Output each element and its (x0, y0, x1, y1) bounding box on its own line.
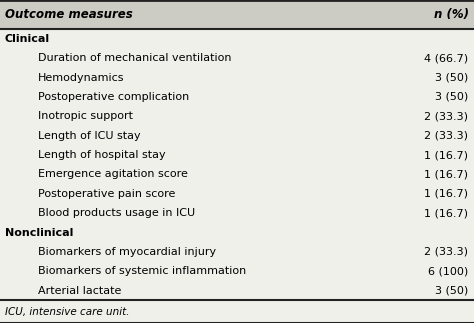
Text: 3 (50): 3 (50) (435, 286, 468, 296)
Text: 2 (33.3): 2 (33.3) (424, 111, 468, 121)
Text: Blood products usage in ICU: Blood products usage in ICU (38, 208, 195, 218)
Text: Clinical: Clinical (5, 34, 50, 44)
Text: 1 (16.7): 1 (16.7) (424, 189, 468, 199)
Text: Length of ICU stay: Length of ICU stay (38, 131, 141, 141)
Text: 4 (66.7): 4 (66.7) (424, 53, 468, 63)
Text: Duration of mechanical ventilation: Duration of mechanical ventilation (38, 53, 231, 63)
Text: 3 (50): 3 (50) (435, 92, 468, 102)
Text: 3 (50): 3 (50) (435, 73, 468, 82)
Bar (0, 0, 474, 29)
Text: ICU, intensive care unit.: ICU, intensive care unit. (5, 307, 129, 317)
Text: Emergence agitation score: Emergence agitation score (38, 170, 188, 179)
Text: 2 (33.3): 2 (33.3) (424, 247, 468, 257)
Text: Biomarkers of systemic inflammation: Biomarkers of systemic inflammation (38, 266, 246, 276)
Text: 1 (16.7): 1 (16.7) (424, 170, 468, 179)
Text: Biomarkers of myocardial injury: Biomarkers of myocardial injury (38, 247, 216, 257)
Text: 1 (16.7): 1 (16.7) (424, 208, 468, 218)
Text: Arterial lactate: Arterial lactate (38, 286, 121, 296)
Text: 2 (33.3): 2 (33.3) (424, 131, 468, 141)
Text: Nonclinical: Nonclinical (5, 228, 73, 237)
Text: n (%): n (%) (434, 8, 469, 21)
Text: Postoperative pain score: Postoperative pain score (38, 189, 175, 199)
Text: 1 (16.7): 1 (16.7) (424, 150, 468, 160)
Text: Hemodynamics: Hemodynamics (38, 73, 124, 82)
Text: Postoperative complication: Postoperative complication (38, 92, 189, 102)
Text: Outcome measures: Outcome measures (5, 8, 133, 21)
Text: 6 (100): 6 (100) (428, 266, 468, 276)
Text: Inotropic support: Inotropic support (38, 111, 133, 121)
Text: Length of hospital stay: Length of hospital stay (38, 150, 165, 160)
